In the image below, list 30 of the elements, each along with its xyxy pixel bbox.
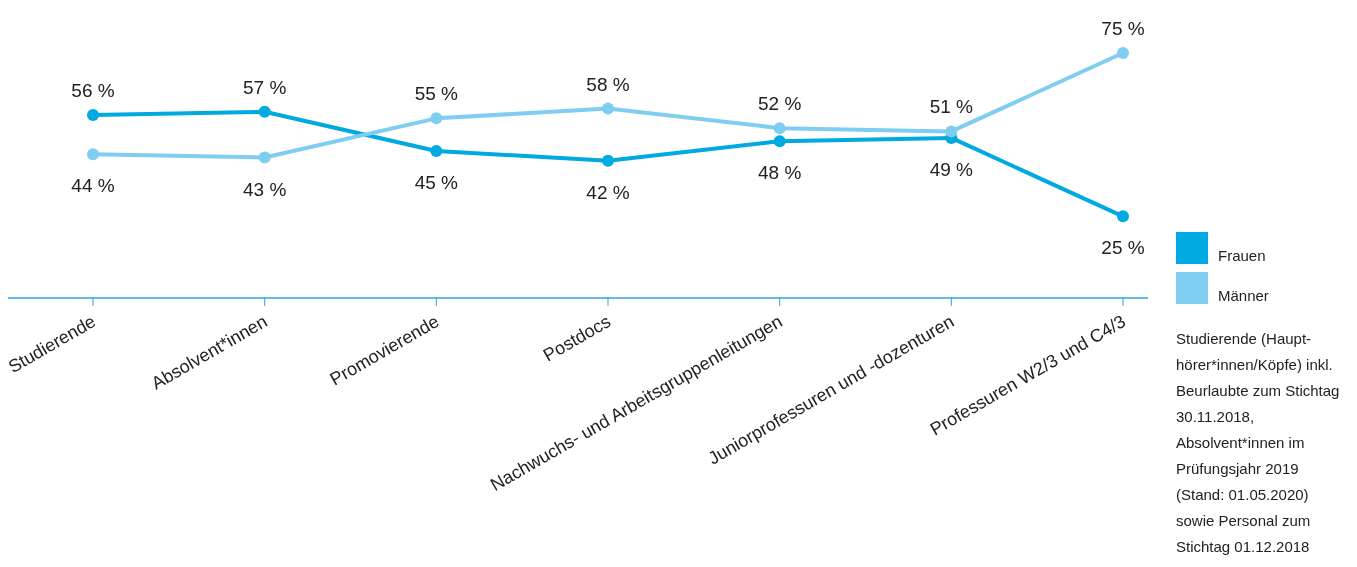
point <box>602 102 614 115</box>
legend-label: Männer <box>1218 287 1269 304</box>
legend-label: Frauen <box>1218 247 1266 264</box>
data-label: 25 % <box>1101 237 1145 259</box>
data-label: 44 % <box>71 175 115 197</box>
point <box>602 154 614 167</box>
data-label: 43 % <box>243 178 287 200</box>
data-label: 45 % <box>414 172 459 193</box>
point <box>87 109 99 122</box>
data-label: 42 % <box>586 181 630 203</box>
data-label: 56 % <box>71 80 115 102</box>
point <box>1117 47 1129 59</box>
data-label: 57 % <box>243 76 287 98</box>
point <box>430 145 443 157</box>
text: Studierende (Haupt-hörer*innen/Köpfe) inkl. Beurlaubte zum Stichtag 30.11.2018, Absolvent*innen im Prüfungsjahr 2019 (Stand: 01.05.2020) sowie Personal zum Stichtag 01.12.2018 <box>1176 330 1340 555</box>
point <box>430 112 443 125</box>
point <box>773 135 786 148</box>
data-label: 49 % <box>929 158 974 180</box>
data-label: 52 % <box>758 93 802 115</box>
point <box>1117 210 1129 223</box>
data-label: 58 % <box>586 73 630 95</box>
data-label: 75 % <box>1101 18 1145 39</box>
data-label: 51 % <box>929 96 974 118</box>
point <box>258 105 271 118</box>
point <box>258 151 271 164</box>
point <box>773 122 786 135</box>
data-label: 55 % <box>414 83 459 105</box>
point <box>945 125 958 138</box>
point <box>87 148 99 161</box>
data-label: 48 % <box>758 162 802 184</box>
